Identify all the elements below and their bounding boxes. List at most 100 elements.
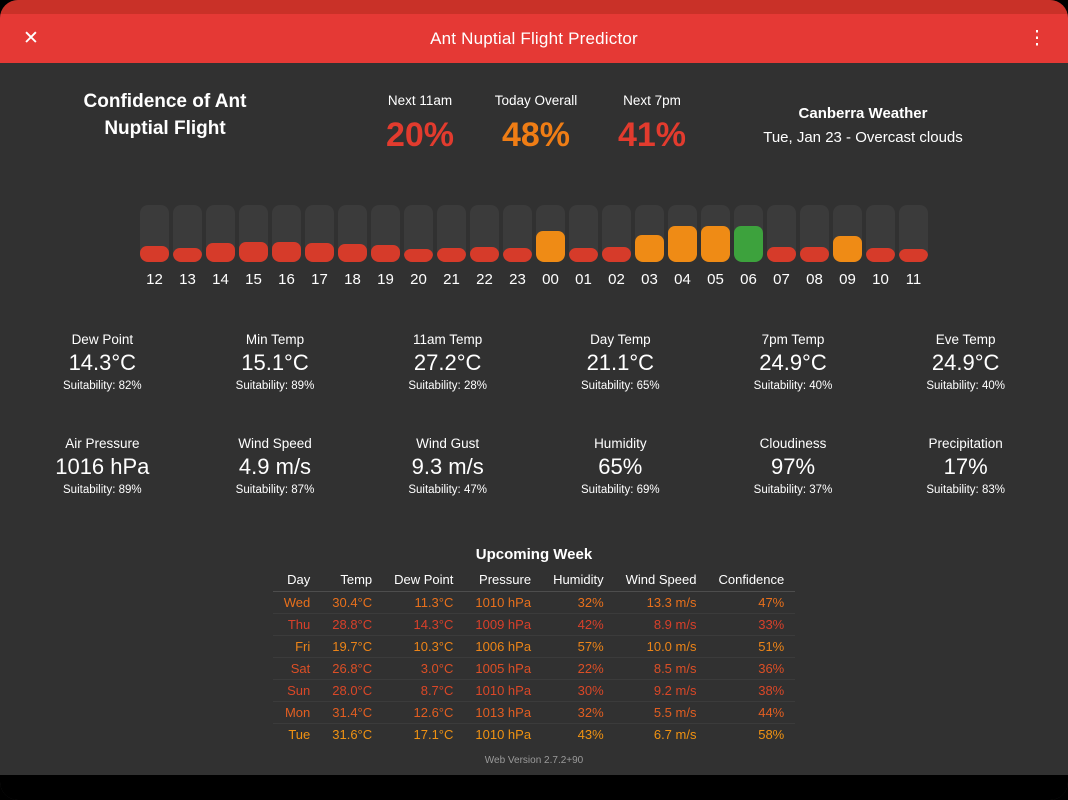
hour-bar-track bbox=[899, 205, 928, 262]
weather-location: Canberra Weather bbox=[798, 105, 928, 122]
hour-slot: 01 bbox=[569, 205, 598, 288]
hour-bar-track bbox=[569, 205, 598, 262]
hour-bar-track bbox=[173, 205, 202, 262]
week-row: Sun 28.0°C 8.7°C 1010 hPa 30% 9.2 m/s 38% bbox=[272, 679, 796, 702]
hour-label: 15 bbox=[245, 271, 262, 288]
metric-label: Precipitation bbox=[928, 436, 1003, 451]
hour-bar-track bbox=[272, 205, 301, 262]
metrics-grid: Dew Point 14.3°C Suitability: 82% Min Temp 1… bbox=[0, 332, 1068, 496]
hour-bar-track bbox=[767, 205, 796, 262]
metric-label: Day Temp bbox=[590, 332, 651, 347]
week-cell: Sun bbox=[272, 679, 322, 702]
hour-bar bbox=[734, 225, 763, 262]
week-cell: 1006 hPa bbox=[464, 635, 543, 658]
week-header-cell: Temp bbox=[321, 568, 384, 592]
week-header-cell: Wind Speed bbox=[614, 568, 708, 592]
confidence-heading: Confidence of Ant Nuptial Flight bbox=[83, 91, 247, 139]
week-header-cell: Humidity bbox=[542, 568, 615, 592]
metric-value: 9.3 m/s bbox=[411, 454, 484, 479]
hour-slot: 07 bbox=[767, 205, 796, 288]
hour-bar-track bbox=[239, 205, 268, 262]
hour-bar bbox=[602, 246, 631, 262]
confidence-stat: Next 11am 20% bbox=[376, 93, 464, 155]
metric-value: 24.9°C bbox=[759, 350, 827, 375]
hour-label: 13 bbox=[179, 271, 196, 288]
metric-value: 97% bbox=[770, 454, 816, 479]
hour-slot: 05 bbox=[701, 205, 730, 288]
metric-cell: Eve Temp 24.9°C Suitability: 40% bbox=[879, 332, 1052, 392]
upcoming-week-title: Upcoming Week bbox=[475, 546, 593, 563]
week-cell: 6.7 m/s bbox=[653, 727, 697, 742]
hour-label: 01 bbox=[575, 271, 592, 288]
hour-bar-track bbox=[668, 205, 697, 262]
week-row: Thu 28.8°C 14.3°C 1009 hPa 42% 8.9 m/s 33% bbox=[272, 613, 796, 636]
hourly-confidence-chart: 12 13 14 15 16 17 18 19 20 21 22 23 00 01 02 03 04 05 06 07… bbox=[0, 205, 1068, 288]
app-bar: ✕ Ant Nuptial Flight Predictor ⋮ bbox=[0, 14, 1068, 63]
week-cell: 30% bbox=[542, 679, 615, 702]
hour-label: 20 bbox=[410, 271, 427, 288]
week-cell: 38% bbox=[707, 679, 796, 702]
close-icon[interactable]: ✕ bbox=[10, 18, 52, 60]
hour-bar-track bbox=[635, 205, 664, 262]
metric-suitability: Suitability: 83% bbox=[926, 484, 1005, 496]
week-cell: 8.7°C bbox=[383, 679, 465, 702]
hour-bar-track bbox=[536, 205, 565, 262]
hour-bar bbox=[635, 235, 664, 262]
hour-slot: 16 bbox=[272, 205, 301, 288]
app-title: Ant Nuptial Flight Predictor bbox=[430, 28, 638, 48]
week-cell: 33% bbox=[707, 613, 796, 636]
metric-label: Humidity bbox=[594, 436, 647, 451]
hour-label: 05 bbox=[707, 271, 724, 288]
hour-label: 03 bbox=[641, 271, 658, 288]
confidence-stat-value: 41% bbox=[617, 116, 687, 154]
metric-cell: Precipitation 17% Suitability: 83% bbox=[879, 436, 1052, 496]
metric-label: 11am Temp bbox=[413, 332, 483, 347]
week-cell: 36% bbox=[707, 657, 796, 680]
metric-cell: Day Temp 21.1°C Suitability: 65% bbox=[534, 332, 707, 392]
week-cell: 31.6°C bbox=[332, 727, 373, 742]
hour-slot: 14 bbox=[206, 205, 235, 288]
confidence-stat-value: 48% bbox=[501, 116, 571, 154]
metric-value: 1016 hPa bbox=[55, 454, 150, 479]
hour-bar-track bbox=[437, 205, 466, 262]
hour-slot: 15 bbox=[239, 205, 268, 288]
hour-label: 10 bbox=[872, 271, 889, 288]
hour-slot: 13 bbox=[173, 205, 202, 288]
week-cell: 22% bbox=[542, 657, 615, 680]
upcoming-week-section: Upcoming Week Day Temp Dew Point Pressure Hu… bbox=[0, 546, 1068, 745]
overflow-menu-icon[interactable]: ⋮ bbox=[1016, 18, 1058, 60]
metric-cell: 11am Temp 27.2°C Suitability: 28% bbox=[361, 332, 534, 392]
metric-suitability: Suitability: 47% bbox=[408, 484, 487, 496]
hour-label: 12 bbox=[146, 271, 163, 288]
hour-label: 14 bbox=[212, 271, 229, 288]
week-cell: Mon bbox=[272, 701, 322, 724]
metric-value: 14.3°C bbox=[68, 350, 137, 375]
week-header-cell: Day bbox=[272, 568, 322, 592]
week-cell: Sat bbox=[272, 657, 322, 680]
hour-bar bbox=[833, 235, 862, 262]
confidence-stat: Today Overall 48% bbox=[492, 93, 580, 155]
week-row: Fri 19.7°C 10.3°C 1006 hPa 57% 10.0 m/s 51% bbox=[272, 635, 796, 658]
metric-value: 24.9°C bbox=[931, 350, 1000, 375]
hour-slot: 09 bbox=[833, 205, 862, 288]
hour-slot: 08 bbox=[800, 205, 829, 288]
hour-bar-track bbox=[338, 205, 367, 262]
hour-bar bbox=[338, 243, 367, 262]
hour-bar bbox=[371, 244, 400, 262]
hour-bar bbox=[437, 247, 466, 262]
week-cell: 1010 hPa bbox=[464, 591, 543, 614]
hour-slot: 02 bbox=[602, 205, 631, 288]
week-cell: Wed bbox=[272, 591, 322, 614]
hour-bar bbox=[470, 247, 499, 262]
confidence-stat-label: Next 7pm bbox=[623, 93, 681, 108]
weather-conditions: Tue, Jan 23 - Overcast clouds bbox=[763, 129, 963, 146]
hour-bar bbox=[239, 242, 268, 262]
hour-bar-track bbox=[206, 205, 235, 262]
hour-bar-track bbox=[734, 205, 763, 262]
week-cell: Tue bbox=[288, 727, 311, 742]
hour-bar-track bbox=[866, 205, 895, 262]
status-bar bbox=[0, 0, 1068, 14]
week-cell: 31.4°C bbox=[321, 701, 384, 724]
hour-bar bbox=[404, 248, 433, 262]
